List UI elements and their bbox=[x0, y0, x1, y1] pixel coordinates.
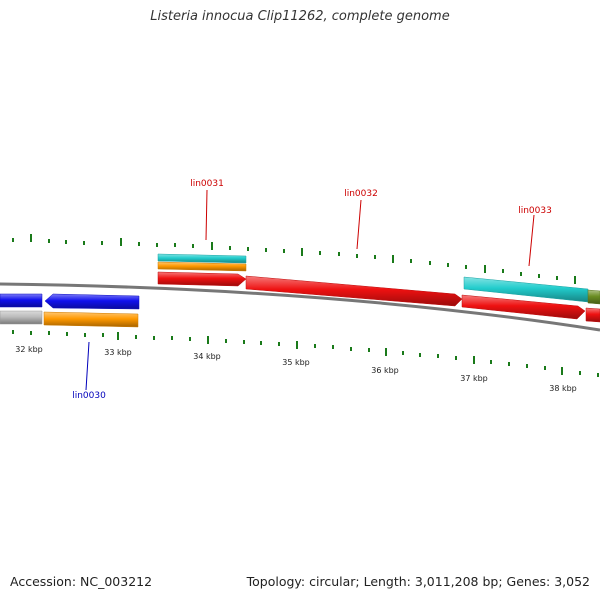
scale-label: 37 kbp bbox=[460, 374, 488, 383]
gene-feature-blue bbox=[44, 293, 140, 310]
gene-label-lin0032: lin0032 bbox=[344, 189, 378, 199]
scale-label: 33 kbp bbox=[104, 348, 132, 357]
scale-label: 34 kbp bbox=[193, 352, 221, 361]
gene-label-lin0030: lin0030 bbox=[72, 391, 106, 401]
gene-feature-orange bbox=[43, 311, 139, 328]
gene-callout-line bbox=[528, 214, 535, 267]
scale-label: 38 kbp bbox=[549, 384, 577, 393]
genome-summary: Topology: circular; Length: 3,011,208 bp… bbox=[246, 574, 590, 589]
gene-callout-line bbox=[85, 341, 90, 391]
gene-feature-red bbox=[461, 294, 586, 320]
gene-feature-red bbox=[157, 271, 247, 287]
accession-label: Accession: NC_003212 bbox=[10, 574, 153, 589]
gene-feature-red bbox=[245, 275, 463, 307]
gene-callout-line bbox=[356, 199, 362, 250]
scale-label: 35 kbp bbox=[282, 358, 310, 367]
gene-feature-grey bbox=[0, 310, 43, 325]
gene-label-lin0033: lin0033 bbox=[518, 206, 552, 216]
gene-feature-olive bbox=[587, 289, 600, 305]
gene-feature-orange bbox=[157, 261, 247, 272]
map-title: Listeria innocua Clip11262, complete gen… bbox=[150, 9, 450, 24]
scale-label: 32 kbp bbox=[15, 345, 43, 354]
gene-feature-cyan bbox=[157, 253, 247, 264]
gene-feature-blue bbox=[0, 293, 43, 308]
gene-label-lin0031: lin0031 bbox=[190, 179, 224, 189]
gene-feature-red bbox=[585, 307, 600, 323]
genome-backbone bbox=[0, 282, 600, 332]
gene-callout-line bbox=[205, 189, 208, 241]
scale-label: 36 kbp bbox=[371, 366, 399, 375]
